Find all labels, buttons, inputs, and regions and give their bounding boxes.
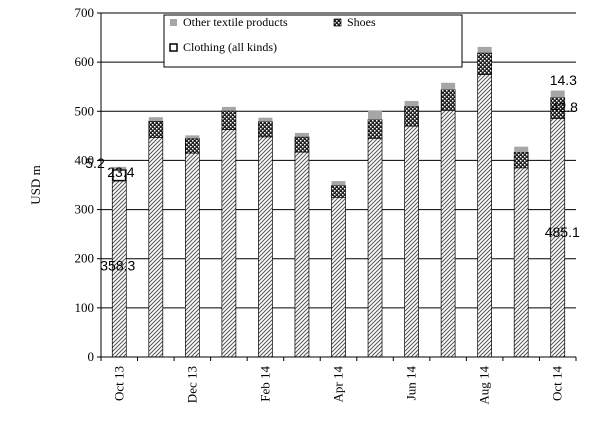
- bar-segment: [148, 136, 164, 358]
- legend-box: [163, 14, 463, 68]
- x-tick-label: Feb 14: [257, 366, 272, 402]
- y-tick-label: 200: [75, 251, 95, 266]
- data-label: 358.3: [100, 258, 135, 274]
- bar-segment: [440, 109, 456, 358]
- bar-segment: [221, 129, 237, 358]
- y-tick-label: 100: [75, 300, 95, 315]
- bar-segment: [258, 117, 273, 122]
- bar-segment: [294, 136, 310, 153]
- y-tick-label: 600: [75, 54, 95, 69]
- data-label: 14.3: [550, 72, 577, 88]
- bar-segment: [331, 185, 346, 198]
- bar-segment: [184, 152, 200, 358]
- x-tick-label: Dec 13: [184, 366, 199, 403]
- bar-segment: [112, 166, 127, 170]
- label-marker: [112, 169, 126, 181]
- bar-segment: [148, 120, 164, 138]
- y-tick-label: 400: [75, 152, 95, 167]
- legend-swatch: [333, 18, 342, 27]
- x-tick-label: Aug 14: [477, 366, 492, 405]
- bar-segment: [148, 117, 163, 122]
- x-tick-label: Apr 14: [331, 366, 346, 403]
- bar-segment: [404, 125, 419, 358]
- bar-segment: [477, 74, 493, 358]
- y-tick-label: 500: [75, 103, 95, 118]
- bar-segment: [477, 46, 492, 53]
- bar-segment: [550, 90, 565, 98]
- bar-segment: [513, 167, 529, 358]
- bar-segment: [368, 110, 383, 120]
- bar-segment: [185, 135, 200, 139]
- y-tick-label: 300: [75, 202, 95, 217]
- legend-swatch: [170, 19, 177, 26]
- bar-segment: [404, 100, 419, 107]
- legend-label: Other textile products: [183, 15, 288, 29]
- legend-swatch: [169, 43, 178, 52]
- bar-segment: [221, 106, 236, 111]
- data-labels: 5.223.4 358.3 14.3 42.8 485.1: [85, 72, 580, 273]
- bar-segment: [404, 106, 419, 127]
- x-tick-label: Jun 14: [404, 366, 419, 401]
- bar-segment: [258, 121, 273, 138]
- axes: 0 100 200 300 400 500 600 700 Oct 13 Dec 13 Feb 14…: [75, 5, 577, 405]
- bar-segment: [477, 52, 493, 75]
- x-tick-label: Oct 13: [111, 366, 126, 401]
- bar-segment: [331, 181, 346, 186]
- bar-segment: [294, 151, 310, 358]
- y-tick-label: 700: [75, 5, 95, 20]
- legend-label: Clothing (all kinds): [183, 40, 277, 54]
- data-label: 42.8: [551, 99, 578, 115]
- bar-segment: [258, 136, 273, 358]
- bar-segment: [367, 119, 383, 139]
- bar-segment: [294, 132, 309, 137]
- bars: [111, 46, 566, 358]
- data-label: 485.1: [545, 224, 580, 240]
- x-tick-label: Oct 14: [550, 366, 565, 402]
- bar-segment: [221, 110, 237, 130]
- y-tick-label: 0: [88, 349, 95, 364]
- legend: Other textile products Shoes Clothing (all…: [163, 14, 463, 68]
- data-label: 5.2: [85, 155, 105, 171]
- y-axis-title: USD m: [28, 165, 43, 204]
- bar-segment: [514, 146, 529, 153]
- bar-segment: [441, 82, 456, 90]
- legend-label: Shoes: [347, 15, 376, 29]
- bar-segment: [184, 137, 200, 154]
- bar-segment: [513, 151, 529, 169]
- bar-segment: [440, 89, 456, 111]
- data-label: 23.4: [107, 164, 134, 180]
- bar-segment: [331, 196, 346, 358]
- bar-segment: [367, 137, 383, 358]
